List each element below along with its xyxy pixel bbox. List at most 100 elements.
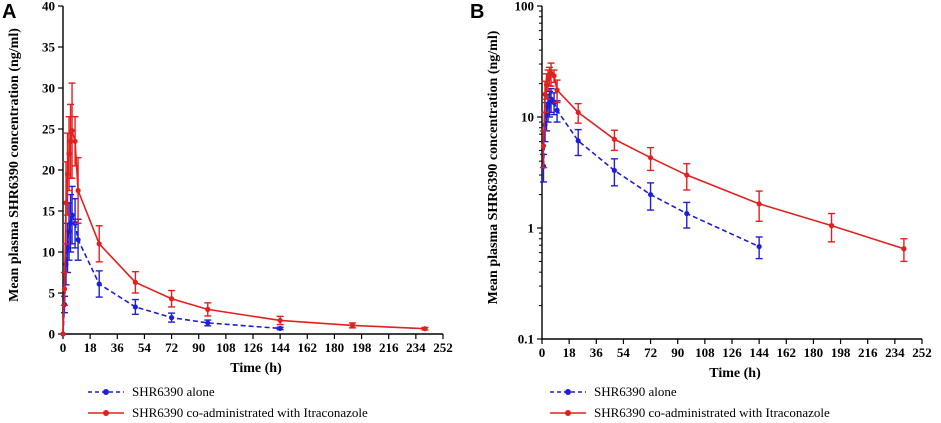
x-tick-label: 180 — [804, 345, 824, 360]
data-point — [548, 96, 554, 102]
x-tick-label: 108 — [695, 345, 715, 360]
panel-b-chart: B 0 18 36 54 72 90 108 126 144 162 180 198 216 234 252… — [470, 0, 932, 381]
data-point — [168, 315, 175, 321]
data-point — [69, 212, 75, 218]
panel-a-label: A — [2, 1, 16, 23]
data-point — [554, 87, 560, 93]
data-point — [647, 155, 654, 161]
y-tick-label: 40 — [42, 0, 55, 14]
x-tick-label: 198 — [831, 345, 851, 360]
y-tick-label: 100 — [515, 0, 535, 14]
legend-swatch-itraconazole — [550, 410, 586, 416]
y-tick-label: 15 — [42, 204, 56, 219]
data-point — [551, 73, 557, 79]
data-point — [60, 331, 66, 337]
x-tick-label: 126 — [722, 345, 742, 360]
y-tick-label: 0 — [49, 327, 56, 342]
x-tick-label: 0 — [60, 340, 67, 355]
y-axis-title: Mean plasma SHR6390 concentration (ng/ml… — [7, 28, 22, 302]
x-tick-label: 234 — [885, 345, 905, 360]
data-point — [72, 138, 78, 144]
x-tick-label: 216 — [379, 340, 399, 355]
data-point — [828, 223, 835, 229]
y-tick-label: 5 — [49, 286, 56, 301]
y-tick-label: 0.1 — [518, 332, 534, 347]
series-alone — [60, 185, 284, 337]
x-tick-label: 36 — [111, 340, 125, 355]
x-axis-title: Time (h) — [709, 366, 761, 381]
data-point — [684, 210, 690, 217]
x-axis-title: Time (h) — [230, 361, 282, 376]
x-tick-label: 162 — [298, 340, 318, 355]
y-tick-label: 10 — [521, 110, 534, 125]
y-tick-label: 1 — [528, 221, 535, 236]
data-point — [277, 325, 283, 332]
x-tick-label: 54 — [617, 345, 631, 360]
legend-label-itraconazole: SHR6390 co-administrated with Itraconazo… — [132, 405, 368, 420]
legend-swatch-alone — [88, 389, 124, 395]
x-tick-label: 72 — [644, 345, 657, 360]
x-tick-label: 90 — [192, 340, 205, 355]
x-tick-label: 144 — [270, 340, 290, 355]
data-point — [554, 107, 560, 113]
x-tick-label: 180 — [325, 340, 345, 355]
data-point — [611, 136, 617, 142]
x-tick-label: 72 — [165, 340, 178, 355]
x-tick-label: 198 — [352, 340, 372, 355]
x-tick-label: 54 — [138, 340, 152, 355]
legend-swatch-alone — [550, 389, 586, 395]
legend-label-itraconazole: SHR6390 co-administrated with Itraconazo… — [594, 405, 830, 420]
series-itraconazole — [60, 82, 429, 337]
data-point — [61, 286, 68, 292]
series-alone — [540, 87, 763, 260]
data-point — [756, 243, 762, 250]
data-point — [349, 322, 356, 328]
data-point — [96, 241, 102, 247]
data-point — [205, 306, 211, 312]
y-tick-label: 10 — [42, 245, 55, 260]
series-itraconazole — [540, 62, 908, 263]
x-tick-label: 18 — [563, 345, 577, 360]
x-tick-label: 18 — [84, 340, 98, 355]
data-point — [96, 281, 102, 287]
data-point — [75, 237, 81, 243]
data-point — [611, 167, 617, 174]
data-point — [647, 191, 654, 198]
data-point — [132, 304, 138, 310]
x-tick-label: 90 — [671, 345, 684, 360]
x-tick-label: 108 — [216, 340, 236, 355]
data-point — [422, 326, 428, 332]
data-point — [684, 172, 690, 178]
legend-label-alone: SHR6390 alone — [132, 384, 215, 399]
data-point — [69, 128, 75, 134]
x-tick-label: 0 — [539, 345, 546, 360]
data-point — [575, 109, 581, 116]
x-tick-label: 216 — [858, 345, 878, 360]
x-tick-label: 234 — [406, 340, 426, 355]
series-line — [542, 71, 905, 250]
data-point — [132, 279, 138, 285]
data-point — [75, 187, 81, 194]
data-point — [168, 296, 175, 302]
x-tick-label: 144 — [749, 345, 769, 360]
y-tick-label: 30 — [42, 81, 55, 96]
data-point — [205, 320, 211, 326]
data-point — [575, 138, 581, 144]
data-point — [540, 143, 547, 149]
x-tick-label: 36 — [590, 345, 604, 360]
x-tick-label: 162 — [777, 345, 797, 360]
data-point — [901, 246, 907, 252]
panel-a-chart: A 0 18 36 54 72 90 108 126 144 162 180 198 216 234 252… — [2, 0, 453, 376]
data-point — [756, 201, 762, 207]
legend-label-alone: SHR6390 alone — [594, 384, 677, 399]
x-tick-label: 252 — [912, 345, 932, 360]
series-line — [542, 97, 760, 248]
x-tick-label: 126 — [243, 340, 263, 355]
y-tick-label: 20 — [42, 163, 55, 178]
series-line — [62, 130, 425, 335]
legend-swatch-itraconazole — [88, 410, 124, 416]
y-tick-label: 25 — [42, 122, 56, 137]
y-axis-title: Mean plasma SHR6390 concentration (ng/ml… — [486, 30, 501, 304]
y-tick-label: 35 — [42, 40, 56, 55]
